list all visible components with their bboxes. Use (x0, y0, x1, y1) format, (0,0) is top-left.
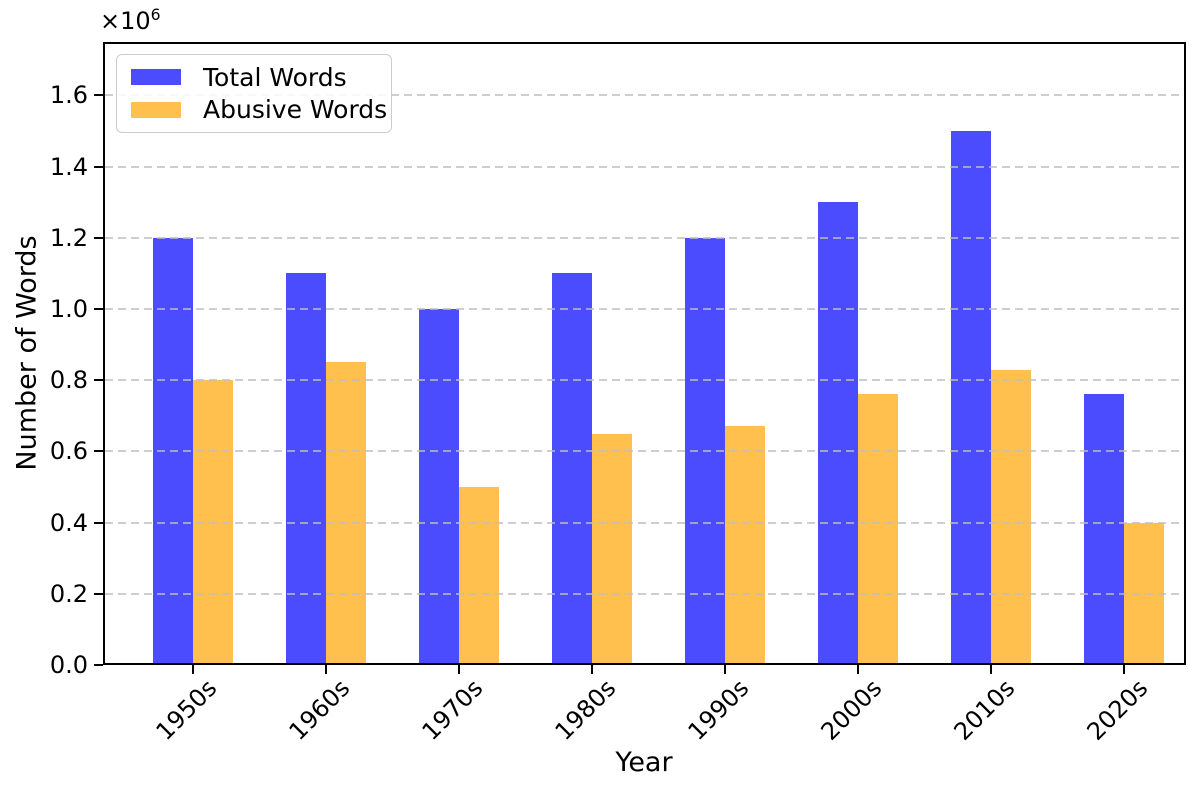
x-tick-mark (857, 665, 859, 674)
x-tick-label-text: 1960s (283, 674, 356, 746)
bar-total-words-2010s (951, 131, 991, 665)
x-tick-mark (591, 665, 593, 674)
x-tick-mark (990, 665, 992, 674)
x-tick-label-text: 2020s (1081, 674, 1154, 746)
x-tick-mark (724, 665, 726, 674)
y-gridline (105, 165, 1184, 168)
y-tick-mark (94, 592, 103, 595)
y-tick-label: 1.0 (49, 295, 88, 323)
y-gridline (105, 592, 1184, 595)
legend-item-total-words: Total Words (131, 63, 377, 92)
x-tick-mark (1123, 665, 1125, 674)
bar-abusive-words-2010s (991, 369, 1031, 665)
y-tick-mark (94, 450, 103, 453)
x-tick-label-text: 1990s (682, 674, 755, 746)
y-tick-mark (94, 236, 103, 239)
y-gridline (105, 379, 1184, 382)
x-tick-label-text: 2010s (948, 674, 1021, 746)
y-tick-label: 0.0 (49, 651, 88, 679)
legend-label: Abusive Words (203, 95, 388, 125)
total-words-swatch-icon (131, 69, 181, 86)
bar-total-words-1980s (552, 273, 592, 665)
legend-item-abusive-words: Abusive Words (131, 95, 387, 124)
abusive-words-swatch-icon (131, 101, 181, 118)
y-gridline (105, 450, 1184, 453)
bar-abusive-words-1990s (725, 426, 765, 665)
legend: Total Words Abusive Words (116, 54, 392, 133)
bar-total-words-1960s (286, 273, 326, 665)
legend-label: Total Words (203, 62, 347, 92)
offset-base: ×10 (100, 7, 151, 35)
y-tick-label: 0.8 (49, 366, 88, 395)
bar-total-words-2000s (818, 202, 858, 665)
y-tick-label: 0.6 (49, 437, 88, 466)
x-tick-label-text: 1970s (416, 674, 489, 746)
y-tick-label: 1.4 (49, 152, 88, 181)
bar-total-words-1970s (419, 309, 459, 665)
x-tick-mark (192, 665, 194, 674)
y-tick-mark (94, 165, 103, 168)
x-tick-mark (458, 665, 460, 674)
y-tick-mark (94, 664, 103, 666)
bar-abusive-words-2000s (858, 394, 898, 665)
bar-total-words-2020s (1084, 394, 1124, 665)
x-tick-label-text: 1950s (150, 674, 223, 746)
y-gridline (105, 94, 1184, 97)
x-tick-mark (325, 665, 327, 674)
bar-abusive-words-1970s (459, 487, 499, 665)
x-axis-label: Year (615, 747, 673, 778)
bar-abusive-words-1980s (592, 433, 632, 665)
y-tick-mark (94, 379, 103, 382)
y-axis-scale-offset: ×106 (100, 6, 161, 35)
y-gridline (105, 236, 1184, 239)
y-tick-label: 0.4 (49, 508, 88, 537)
y-tick-label: 1.2 (49, 223, 88, 252)
y-tick-mark (94, 308, 103, 310)
y-tick-mark (94, 94, 103, 97)
x-tick-label-text: 2000s (815, 674, 888, 746)
y-tick-mark (94, 521, 103, 524)
bar-abusive-words-1960s (326, 362, 366, 665)
y-gridline (105, 308, 1184, 310)
y-tick-label: 0.2 (49, 579, 88, 608)
y-tick-label: 1.6 (49, 81, 88, 110)
x-tick-label-text: 1980s (549, 674, 622, 746)
offset-exponent: 6 (150, 6, 161, 24)
y-axis-label: Number of Words (11, 235, 43, 471)
y-gridline (105, 521, 1184, 524)
